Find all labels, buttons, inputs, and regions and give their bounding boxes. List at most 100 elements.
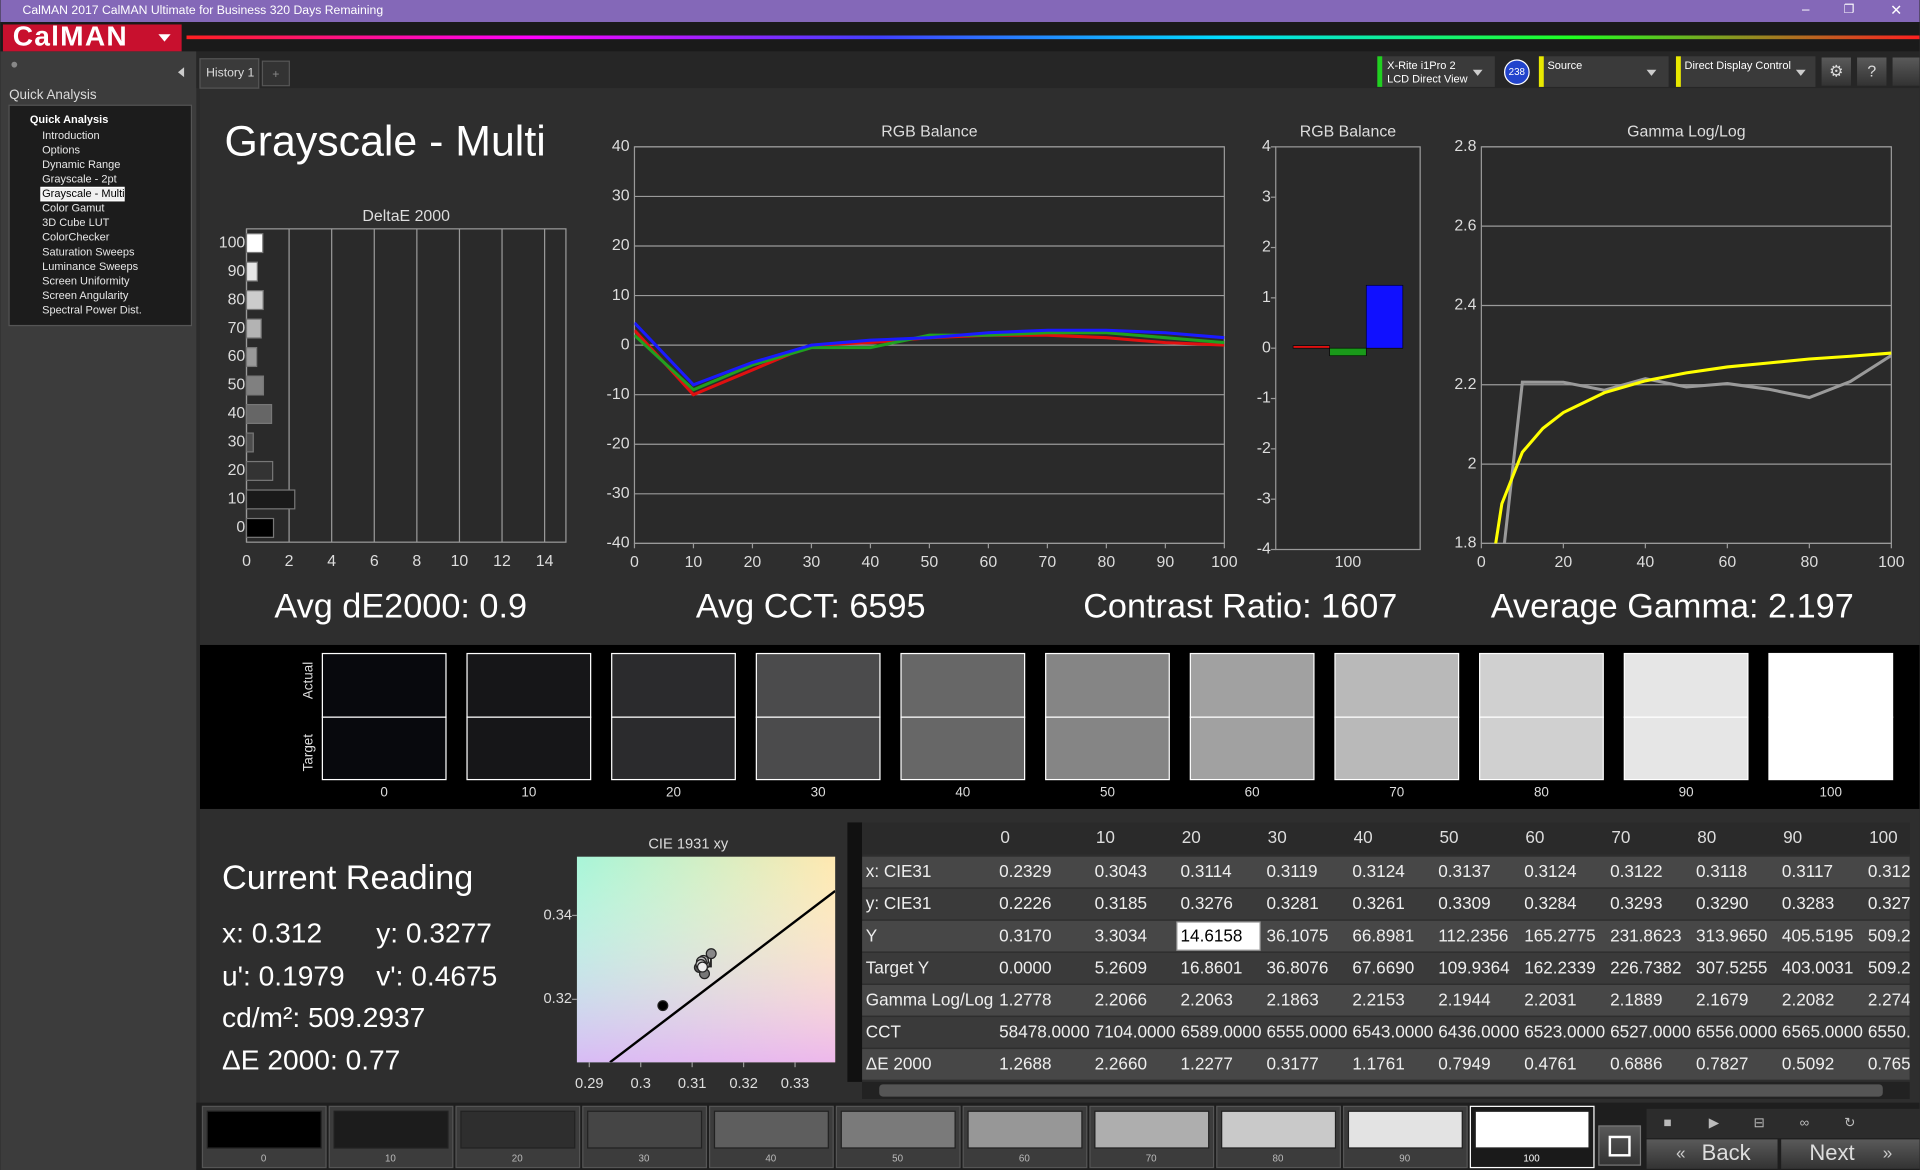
logo: CalMAN: [13, 20, 128, 51]
plot-area: [1480, 146, 1892, 545]
swatch-button-color: [206, 1110, 322, 1149]
next-button[interactable]: [1781, 1139, 1920, 1169]
add-tab[interactable]: [261, 60, 290, 87]
sidebar-pin[interactable]: ●: [10, 56, 18, 71]
table-cell: 0.2226: [999, 893, 1051, 913]
ctl-refresh[interactable]: ↻: [1844, 1115, 1855, 1130]
badge[interactable]: [1504, 59, 1530, 86]
column-header: 60: [1525, 827, 1544, 847]
bar: [1329, 347, 1367, 357]
x-tick-label: 100: [1878, 554, 1905, 571]
sidebar-item[interactable]: Color Gamut: [42, 203, 104, 215]
sidebar-item[interactable]: Introduction: [42, 130, 99, 142]
sidebar-item[interactable]: Screen Uniformity: [42, 275, 130, 287]
ctl-stop[interactable]: ■: [1663, 1115, 1671, 1130]
table-cell: 0.3137: [1438, 861, 1490, 881]
stop-button[interactable]: [1598, 1125, 1642, 1166]
display-box[interactable]: [1675, 56, 1816, 87]
column-header: 30: [1268, 827, 1287, 847]
column-header: 70: [1611, 827, 1630, 847]
swatch-button-label: 60: [1019, 1154, 1030, 1165]
row-bg: [862, 952, 1910, 984]
table-cell: 6543.0000: [1352, 1021, 1433, 1041]
sidebar-item[interactable]: Luminance Sweeps: [42, 261, 139, 273]
sidebar-item[interactable]: Spectral Power Dist.: [42, 305, 142, 317]
y-tick-label: 2.6: [1454, 217, 1476, 234]
close[interactable]: ✕: [1890, 3, 1902, 19]
sidebar-collapse[interactable]: [177, 67, 185, 78]
row-label: Y: [866, 925, 878, 945]
tab[interactable]: [199, 58, 260, 89]
bar: [245, 347, 258, 368]
column-header: 100: [1869, 827, 1898, 847]
series-line: [1502, 354, 1892, 544]
y-tick-label: 50: [228, 377, 246, 394]
table-cell: 0.3124: [1352, 861, 1405, 881]
back-button[interactable]: [1646, 1139, 1778, 1169]
sidebar-item[interactable]: ColorChecker: [42, 232, 110, 244]
y-tick-label: 2.4: [1454, 297, 1476, 314]
sidebar-item[interactable]: Options: [42, 144, 80, 156]
table-cell: 0.6886: [1610, 1054, 1662, 1074]
rainbow-line: [186, 35, 1920, 40]
reading-line: x: 0.312: [222, 917, 322, 948]
sidebar-tree: [8, 104, 193, 327]
sidebar-group[interactable]: Quick Analysis: [30, 114, 108, 126]
table-cell: 2.2031: [1524, 989, 1576, 1009]
scroll-thumb[interactable]: [879, 1084, 1883, 1097]
row-label: Target Y: [866, 957, 930, 977]
sidebar-item[interactable]: Grayscale - Multi: [42, 188, 125, 200]
stop-icon: [1608, 1135, 1631, 1157]
chart-title: DeltaE 2000: [362, 208, 450, 225]
swatch-button-color: [1474, 1110, 1590, 1149]
swatch-target: [1045, 716, 1170, 781]
sidebar-item[interactable]: Grayscale - 2pt: [42, 173, 117, 185]
reading-line: y: 0.3277: [376, 917, 492, 948]
panel-button[interactable]: [1892, 57, 1920, 86]
chart-title: RGB Balance: [1300, 123, 1397, 140]
ctl-play[interactable]: ▶: [1709, 1115, 1719, 1130]
table-cell: 0.3118: [1696, 861, 1747, 881]
swatch-button-label: 80: [1273, 1154, 1284, 1165]
logo-box[interactable]: [2, 24, 182, 52]
minimize[interactable]: –: [1802, 1, 1810, 16]
column-header: 40: [1354, 827, 1373, 847]
sidebar-item[interactable]: Saturation Sweeps: [42, 246, 135, 258]
swatch-label: 40: [955, 785, 970, 800]
y-tick-label: 30: [612, 188, 630, 205]
swatch-target: [1334, 716, 1460, 781]
restore[interactable]: ❐: [1844, 2, 1855, 16]
column-header: 0: [1000, 827, 1010, 847]
y-tick-label: 80: [228, 291, 246, 308]
x-tick-label: 0.29: [575, 1076, 604, 1092]
ctl-loop[interactable]: ∞: [1800, 1115, 1810, 1130]
reading-line: ΔE 2000: 0.77: [222, 1045, 400, 1076]
table-cell: 0.765: [1868, 1054, 1911, 1074]
table-cell: 162.2339: [1524, 957, 1595, 977]
swatch-button-color: [1094, 1110, 1210, 1149]
y-tick-label: 10: [612, 287, 630, 304]
table-cell: 0.3122: [1610, 861, 1662, 881]
table-cell: 1.2688: [999, 1054, 1051, 1074]
table-cell: 2.2082: [1782, 989, 1834, 1009]
swatch-label: 100: [1820, 785, 1842, 800]
source-box[interactable]: [1538, 56, 1669, 87]
x-tick-label: 6: [370, 553, 379, 570]
y-tick-label: 3: [1262, 188, 1271, 205]
table-cell: 66.8981: [1352, 925, 1414, 945]
sidebar-item[interactable]: Dynamic Range: [42, 159, 120, 171]
table-cell: 0.3276: [1181, 893, 1233, 913]
y-tick-label: 1.8: [1454, 535, 1476, 552]
bar: [245, 517, 275, 538]
help-button[interactable]: [1857, 57, 1887, 86]
next-label[interactable]: Next: [1809, 1140, 1854, 1165]
sidebar-item[interactable]: Screen Angularity: [42, 290, 129, 302]
table-header-bg: [862, 822, 1910, 855]
back-label[interactable]: Back: [1702, 1140, 1752, 1165]
sidebar-item[interactable]: 3D Cube LUT: [42, 217, 110, 229]
y-tick-label: 0: [621, 336, 630, 353]
settings-button[interactable]: [1821, 57, 1851, 86]
swatch-button-label: 0: [261, 1154, 267, 1165]
ctl-step[interactable]: ⊟: [1754, 1115, 1765, 1130]
table-cell: 6589.0000: [1181, 1021, 1262, 1041]
